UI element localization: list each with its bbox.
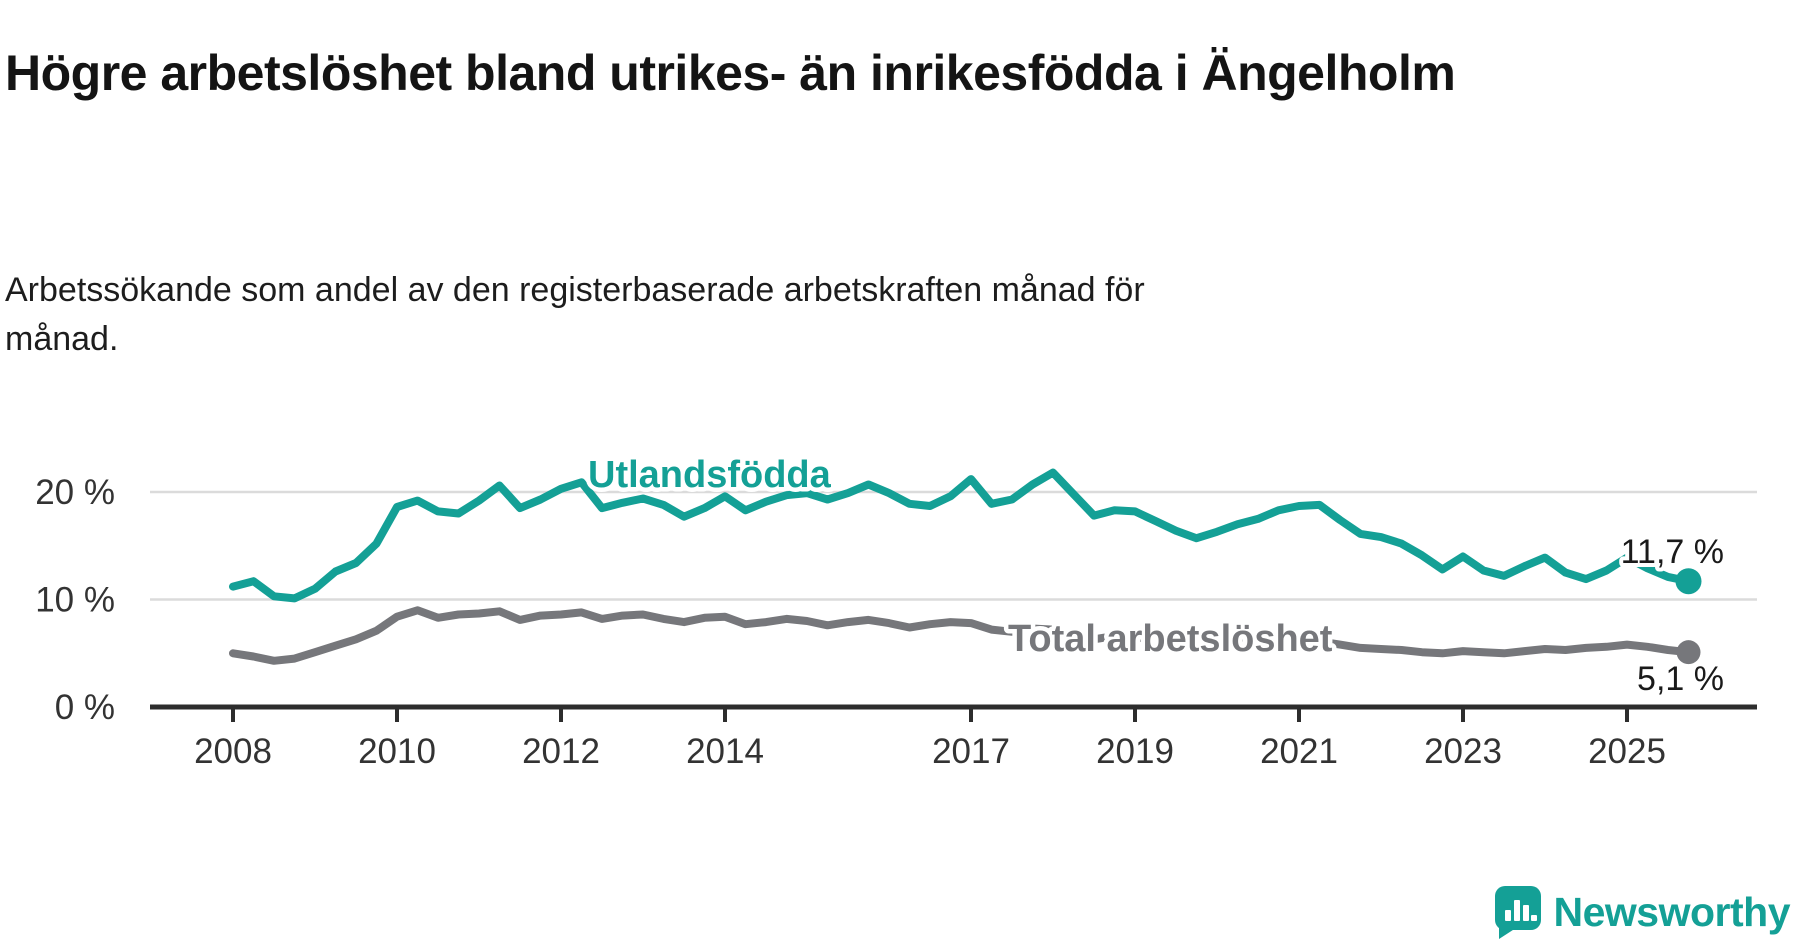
series-line-utlandsfodda [229,468,1693,603]
x-tick-label-2008: 2008 [194,732,272,771]
series-label-utlandsfodda: Utlandsfödda [588,454,832,496]
y-tick-label-10: 10 % [35,581,115,620]
end-value-label-utlandsfodda: 11,7 % [1621,533,1724,571]
y-tick-label-0: 0 % [55,688,115,727]
series-label-total: Total arbetslöshet [1008,618,1333,660]
x-tick-label-2019: 2019 [1096,732,1174,771]
end-value-label-total: 5,1 % [1637,660,1724,698]
x-tick-label-2025: 2025 [1588,732,1666,771]
newsworthy-brand: Newsworthy [1492,884,1791,940]
page-title: Högre arbetslöshet bland utrikes- än inr… [5,44,1456,101]
page-subtitle: Arbetssökande som andel av den registerb… [5,271,1145,359]
series-end-dot-utlandsfodda [1675,568,1702,595]
x-tick-label-2017: 2017 [932,732,1010,771]
x-tick-label-2014: 2014 [686,732,764,771]
series-line-total [229,606,1693,665]
x-tick-label-2021: 2021 [1260,732,1338,771]
x-tick-label-2010: 2010 [358,732,436,771]
x-tick-label-2012: 2012 [522,732,600,771]
bar-chart-speech-bubble-icon [1494,886,1541,939]
y-tick-label-20: 20 % [35,473,115,512]
series-end-dot-total [1676,640,1701,665]
x-tick-label-2023: 2023 [1424,732,1502,771]
brand-name: Newsworthy [1553,888,1791,935]
